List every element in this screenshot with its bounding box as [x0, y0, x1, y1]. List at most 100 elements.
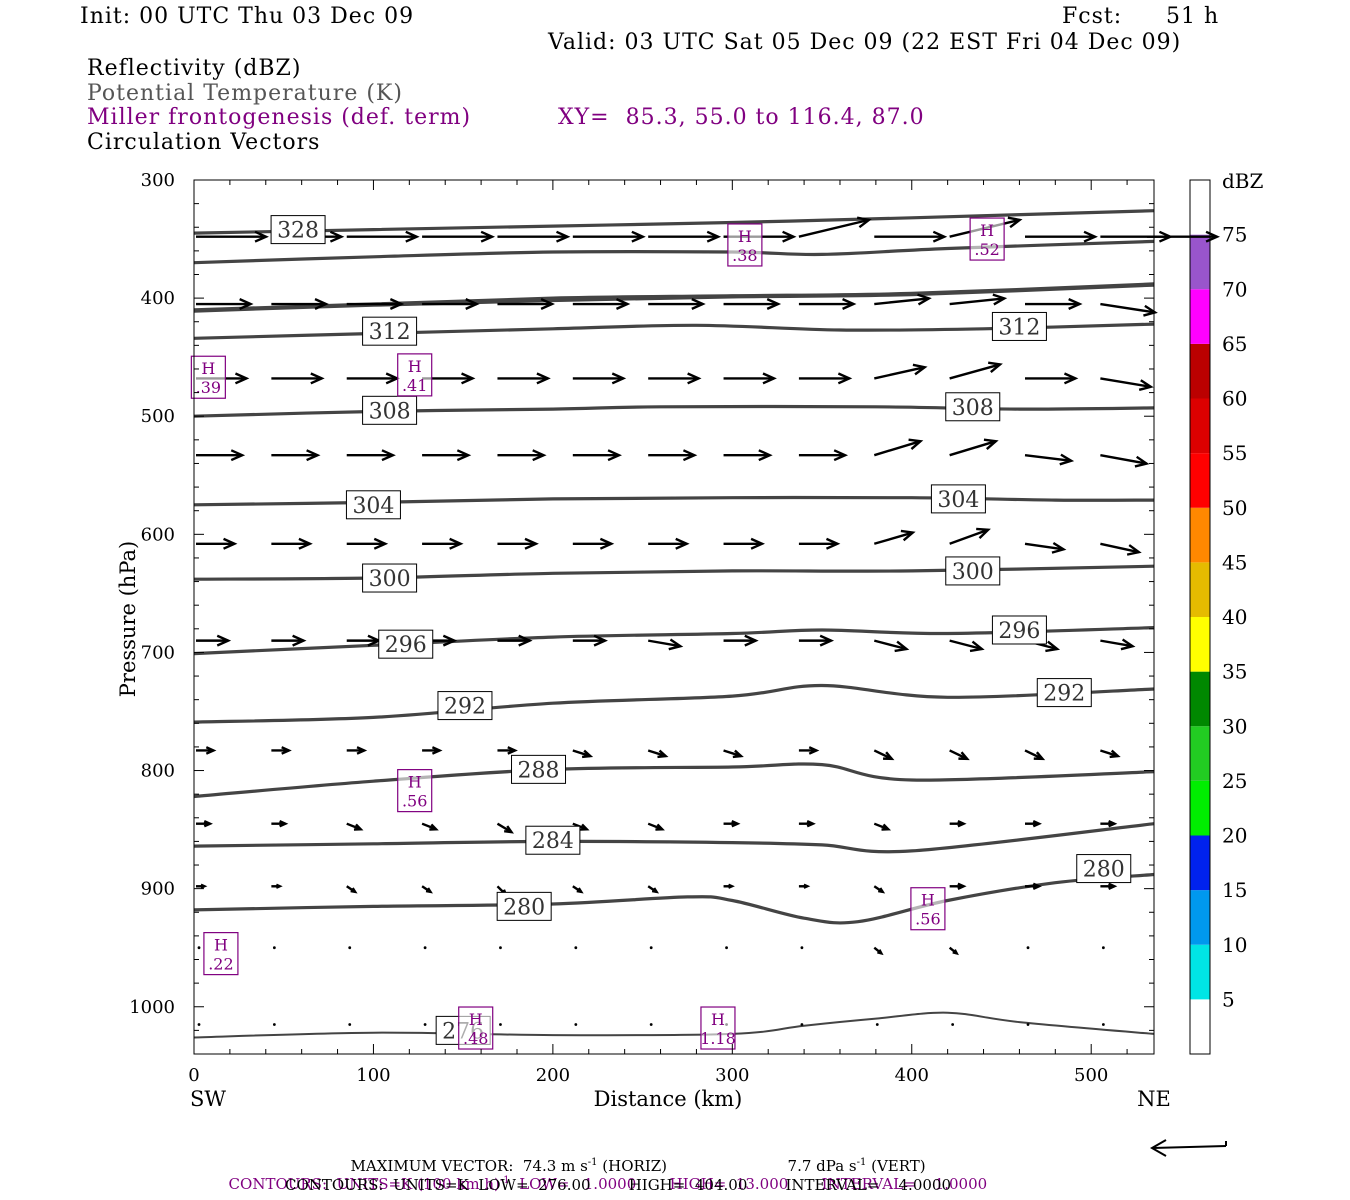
circulation-vector	[949, 639, 985, 653]
contour-label-box	[511, 754, 567, 784]
vector-shaft	[1024, 454, 1072, 462]
circulation-vector	[1026, 1023, 1030, 1026]
vector-head	[976, 527, 991, 539]
vector-head	[675, 537, 690, 550]
contour-label-box	[270, 215, 326, 245]
vector-shaft	[647, 749, 667, 758]
vector-shaft	[949, 749, 968, 760]
circulation-vector	[1025, 820, 1042, 828]
vector-head	[350, 887, 358, 894]
circulation-vector	[196, 820, 213, 828]
frontogenesis-box	[397, 769, 433, 813]
vector-head	[223, 537, 238, 550]
theta-contour-328	[193, 209, 1155, 235]
vector-head	[536, 372, 551, 385]
vector-head	[532, 449, 547, 462]
vector-shaft	[1100, 302, 1156, 314]
frontogenesis-max: H.56	[910, 887, 946, 931]
frontogenesis-h: H	[201, 359, 215, 378]
contour-label-box	[362, 563, 418, 593]
vector-head	[657, 749, 669, 759]
circulation-vector	[496, 822, 514, 834]
circulation-vector	[271, 634, 307, 647]
circulation-vector	[572, 634, 608, 647]
vector-head	[425, 887, 433, 894]
colorbar-tick-label: 65	[1222, 332, 1247, 356]
frontogenesis-h: H	[711, 1010, 725, 1029]
circulation-vector	[798, 372, 853, 385]
circulation-vector	[949, 820, 967, 828]
x-tick-label: 200	[536, 1065, 570, 1086]
contour-label-box	[345, 490, 401, 520]
vector-head	[732, 749, 744, 759]
vector-head	[952, 949, 959, 956]
contour-label: 292	[444, 695, 486, 720]
circulation-vector	[648, 372, 702, 385]
vector-shaft	[873, 639, 907, 651]
circulation-vector	[196, 634, 232, 647]
contour-label-box	[945, 556, 1001, 586]
vector-dot	[1026, 946, 1030, 950]
frontogenesis-value: .22	[208, 955, 233, 974]
vector-head	[254, 230, 269, 243]
circulation-vector	[1100, 302, 1158, 317]
colorbar-title: dBZ	[1222, 169, 1264, 193]
circulation-vector	[648, 537, 690, 550]
circulation-vector	[572, 885, 584, 894]
vector-shaft	[1100, 542, 1140, 554]
vector-dot	[197, 1023, 201, 1026]
vector-head	[894, 640, 910, 653]
vector-head	[389, 298, 405, 311]
vector-head	[1120, 638, 1136, 651]
vector-dot	[574, 946, 578, 950]
theta-contour-300	[193, 564, 1155, 581]
colorbar-segment	[1190, 999, 1210, 1054]
frontogenesis-value: .48	[463, 1029, 488, 1048]
colorbar-segment	[1190, 234, 1210, 290]
vector-head	[504, 825, 514, 834]
vector-head	[203, 820, 213, 828]
circulation-vector	[271, 537, 313, 550]
circulation-vector	[346, 634, 382, 647]
frontogenesis-box	[910, 887, 946, 931]
theta-contour-324	[193, 239, 1155, 265]
contour-label: 288	[518, 758, 560, 783]
right-endpoint-label: NE	[1137, 1087, 1171, 1111]
valid-time: Valid: 03 UTC Sat 05 Dec 09 (22 EST Fri …	[548, 30, 1182, 55]
frontogenesis-box	[397, 353, 433, 397]
circulation-vector	[1100, 542, 1142, 556]
circulation-vector	[949, 438, 999, 457]
contour-label: 296	[385, 633, 427, 658]
frontogenesis-h: H	[980, 221, 994, 240]
vector-head	[576, 887, 584, 894]
circulation-vector	[873, 946, 884, 956]
frontogenesis-h: H	[921, 891, 935, 910]
vector-dot	[423, 946, 427, 950]
vector-head	[230, 449, 246, 462]
frontogenesis-max: H.41	[397, 353, 433, 397]
vector-head	[442, 634, 458, 647]
vector-dot	[951, 1023, 955, 1026]
vector-dot	[272, 1023, 276, 1026]
colorbar-segment	[1190, 944, 1210, 1000]
y-tick-label: 1000	[129, 997, 175, 1018]
circulation-vector	[346, 746, 368, 755]
contour-label: 304	[352, 494, 394, 519]
circulation-vector	[271, 449, 321, 462]
vector-shaft	[1024, 542, 1064, 551]
circulation-vector	[196, 537, 238, 550]
vector-head	[353, 823, 364, 831]
colorbar-segment	[1190, 398, 1210, 454]
circulation-vector	[196, 230, 269, 243]
vector-head	[819, 634, 835, 647]
vector-shaft	[873, 749, 893, 760]
colorbar-segment	[1190, 453, 1210, 508]
vector-shaft	[949, 639, 983, 651]
frontogenesis-value: .56	[402, 792, 427, 811]
theta-contour-276	[193, 1011, 1155, 1039]
vector-head	[279, 820, 289, 828]
circulation-vector	[346, 298, 405, 311]
frontogenesis-box	[190, 355, 226, 399]
vector-head	[329, 230, 345, 243]
vector-head	[833, 449, 849, 462]
